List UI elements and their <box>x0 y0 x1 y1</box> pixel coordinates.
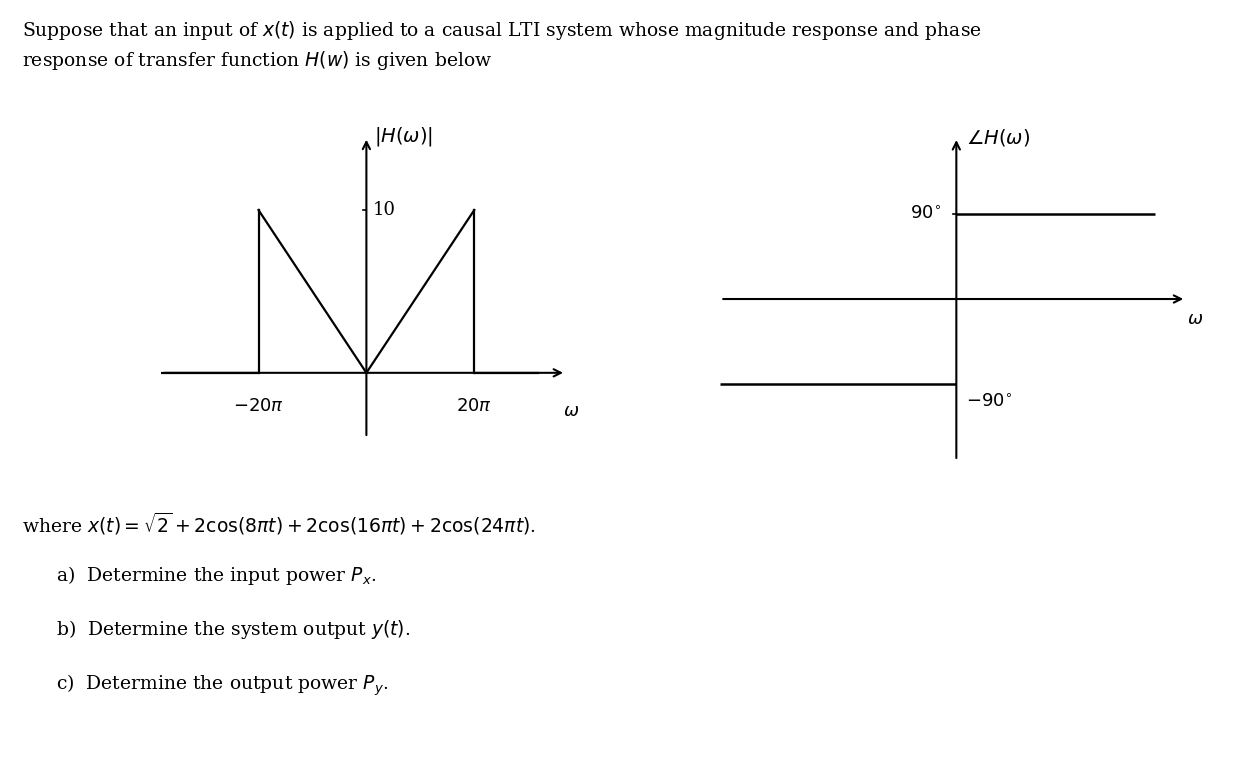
Text: $90^{\circ}$: $90^{\circ}$ <box>910 205 941 223</box>
Text: $20\pi$: $20\pi$ <box>456 397 492 416</box>
Text: $-90^{\circ}$: $-90^{\circ}$ <box>966 393 1012 411</box>
Text: c)  Determine the output power $P_y$.: c) Determine the output power $P_y$. <box>56 673 389 699</box>
Text: 10: 10 <box>373 201 396 219</box>
Text: Suppose that an input of $x(t)$ is applied to a causal LTI system whose magnitud: Suppose that an input of $x(t)$ is appli… <box>22 19 982 42</box>
Text: response of transfer function $H(w)$ is given below: response of transfer function $H(w)$ is … <box>22 49 493 72</box>
Text: $-20\pi$: $-20\pi$ <box>233 397 284 416</box>
Text: $\angle H(\omega)$: $\angle H(\omega)$ <box>966 126 1030 148</box>
Text: b)  Determine the system output $y(t)$.: b) Determine the system output $y(t)$. <box>56 618 410 641</box>
Text: a)  Determine the input power $P_x$.: a) Determine the input power $P_x$. <box>56 564 376 587</box>
Text: $|H(\omega)|$: $|H(\omega)|$ <box>375 126 433 148</box>
Text: where $x(t) = \sqrt{2} + 2\cos(8\pi t) + 2\cos(16\pi t) + 2\cos(24\pi t)$.: where $x(t) = \sqrt{2} + 2\cos(8\pi t) +… <box>22 511 537 537</box>
Text: $\omega$: $\omega$ <box>563 402 580 420</box>
Text: $\omega$: $\omega$ <box>1187 310 1203 329</box>
